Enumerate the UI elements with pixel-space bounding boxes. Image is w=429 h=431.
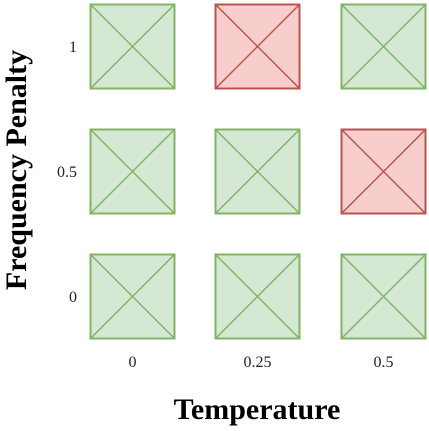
cell-pass-t0.25-fp0 [214,253,301,340]
cell-diagonal [214,128,301,215]
cell-pass-t0-fp0 [89,253,176,340]
cell-fail-t0.5-fp0.5 [340,128,427,215]
cell-diagonal [214,3,301,90]
cell-diagonal [89,128,176,215]
cell-pass-t0.5-fp0 [340,253,427,340]
x-tick-label: 0.25 [244,354,272,371]
x-tick-label: 0 [129,354,137,371]
y-tick-labels: 00.51 [57,39,77,306]
y-tick-label: 1 [69,39,77,56]
y-tick-label: 0.5 [57,164,77,181]
y-axis-title: Frequency Penalty [0,50,33,290]
cells-layer [89,3,427,340]
x-tick-labels: 0 0.25 0.5 [129,354,394,371]
cell-diagonal [89,253,176,340]
cell-diagonal [89,3,176,90]
cell-fail-t0.25-fp1 [214,3,301,90]
cell-diagonal [340,128,427,215]
cell-diagonal [340,3,427,90]
cell-diagonal [214,253,301,340]
cell-pass-t0.5-fp1 [340,3,427,90]
cell-pass-t0-fp0.5 [89,128,176,215]
x-tick-label: 0.5 [374,354,394,371]
cell-pass-t0-fp1 [89,3,176,90]
cell-diagonal [340,253,427,340]
y-tick-label: 0 [69,289,77,306]
cell-pass-t0.25-fp0.5 [214,128,301,215]
x-axis-title: Temperature [174,393,341,426]
